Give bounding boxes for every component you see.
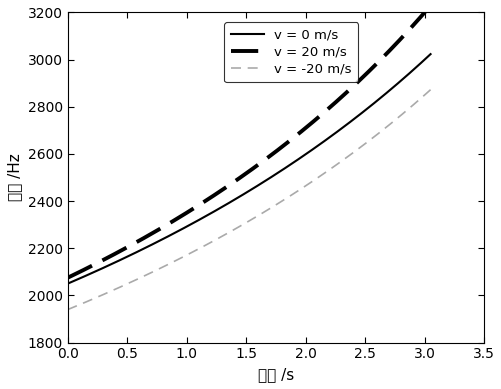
- X-axis label: 时间 /s: 时间 /s: [257, 367, 294, 382]
- v = 20 m/s: [307, 122, 313, 127]
- v = -20 m/s: [427, 88, 433, 92]
- v = 0 m/s: [228, 199, 234, 203]
- v = 0 m/s: [158, 238, 164, 242]
- v = 0 m/s: [129, 252, 135, 257]
- Line: v = -20 m/s: v = -20 m/s: [68, 90, 430, 310]
- v = 20 m/s: [158, 226, 164, 231]
- Y-axis label: 频率 /Hz: 频率 /Hz: [7, 154, 22, 202]
- v = 20 m/s: [278, 145, 284, 149]
- v = -20 m/s: [129, 279, 135, 284]
- v = -20 m/s: [228, 228, 234, 233]
- v = 0 m/s: [337, 127, 343, 131]
- v = -20 m/s: [65, 307, 71, 312]
- v = -20 m/s: [158, 266, 164, 270]
- v = 0 m/s: [307, 149, 313, 154]
- Legend: v = 0 m/s, v = 20 m/s, v = -20 m/s: v = 0 m/s, v = 20 m/s, v = -20 m/s: [224, 22, 358, 82]
- v = 20 m/s: [129, 242, 135, 247]
- v = -20 m/s: [307, 180, 313, 185]
- v = 20 m/s: [228, 181, 234, 186]
- v = 0 m/s: [278, 168, 284, 173]
- v = 20 m/s: [65, 275, 71, 280]
- v = 0 m/s: [65, 281, 71, 286]
- Line: v = 0 m/s: v = 0 m/s: [68, 54, 430, 284]
- v = -20 m/s: [337, 159, 343, 164]
- v = 20 m/s: [337, 95, 343, 100]
- v = 0 m/s: [427, 52, 433, 56]
- v = -20 m/s: [278, 199, 284, 204]
- Line: v = 20 m/s: v = 20 m/s: [68, 5, 430, 278]
- v = 20 m/s: [427, 3, 433, 8]
